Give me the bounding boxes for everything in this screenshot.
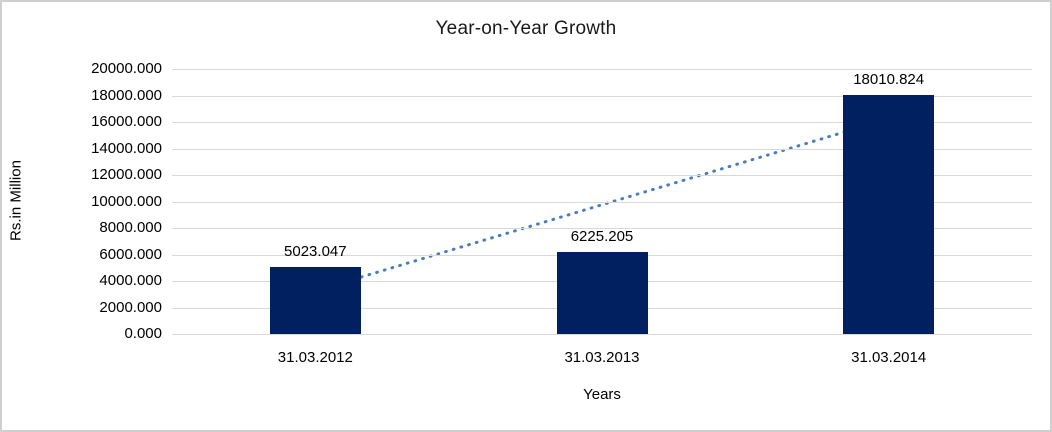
gridline (172, 175, 1032, 176)
y-tick-label: 14000.000 (91, 139, 162, 157)
x-axis-title: Years (583, 386, 621, 403)
bar-31.03.2012 (269, 267, 361, 334)
y-tick-label: 6000.000 (99, 245, 162, 263)
chart-title: Year-on-Year Growth (435, 18, 617, 39)
y-tick-label: 2000.000 (99, 298, 162, 316)
plot-area (172, 69, 1032, 335)
gridline (172, 69, 1032, 70)
x-tick-label: 31.03.2013 (564, 349, 640, 366)
bar-value-label: 5023.047 (284, 243, 347, 261)
gridline (172, 122, 1032, 123)
gridline (172, 95, 1032, 97)
gridline (172, 334, 1032, 335)
y-tick-label: 8000.000 (99, 219, 162, 236)
y-tick-label: 10000.000 (91, 192, 162, 210)
y-tick-label: 18000.000 (91, 86, 162, 104)
gridline (172, 148, 1032, 150)
bar-31.03.2014 (843, 95, 935, 334)
y-tick-label: 4000.000 (99, 272, 162, 289)
x-tick-label: 31.03.2014 (851, 349, 927, 366)
gridline (172, 228, 1032, 229)
bar-value-label: 18010.824 (853, 71, 925, 89)
y-tick-label: 20000.000 (91, 60, 162, 77)
y-tick-label: 0.000 (124, 325, 162, 342)
y-axis-title: Rs.in Million (7, 160, 25, 241)
bar-value-label: 6225.205 (570, 227, 634, 245)
y-tick-label: 12000.000 (91, 166, 162, 183)
y-tick-label: 16000.000 (91, 113, 162, 130)
gridline (172, 201, 1032, 203)
bar-31.03.2013 (556, 251, 648, 334)
x-tick-label: 31.03.2012 (277, 349, 353, 366)
